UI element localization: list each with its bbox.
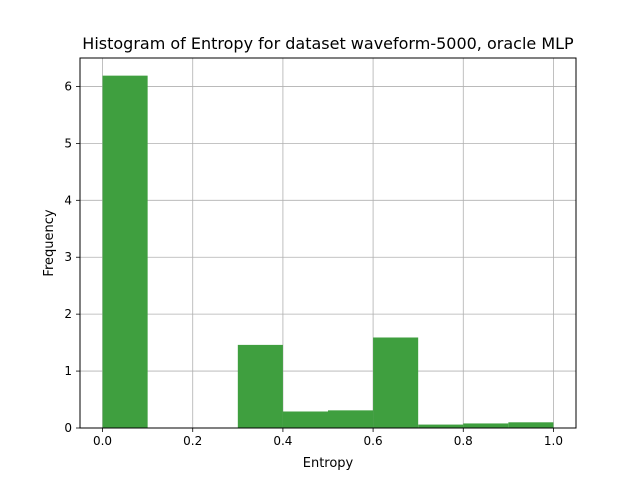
plot-frame xyxy=(79,57,577,429)
histogram-bar-6 xyxy=(373,337,419,428)
histogram-bar-0 xyxy=(102,75,148,429)
y-axis-ticks: 0 1 2 3 4 5 6 xyxy=(64,79,80,435)
histogram-bar-9 xyxy=(508,422,554,428)
y-tick-label-0: 0 xyxy=(64,421,72,435)
x-tick-label-2: 0.4 xyxy=(273,434,292,448)
chart-title: Histogram of Entropy for dataset wavefor… xyxy=(82,34,574,53)
x-tick-label-5: 1.0 xyxy=(544,434,563,448)
y-tick-label-1: 1 xyxy=(64,364,72,378)
y-axis-label: Frequency xyxy=(42,209,57,276)
x-axis-ticks: 0.0 0.2 0.4 0.6 0.8 1.0 xyxy=(93,428,563,448)
y-tick-label-2: 2 xyxy=(64,307,72,321)
histogram-bar-8 xyxy=(463,423,509,428)
histogram-bar-5 xyxy=(328,410,374,428)
histogram-bars xyxy=(102,75,554,429)
y-tick-label-6: 6 xyxy=(64,79,72,93)
x-tick-label-0: 0.0 xyxy=(93,434,112,448)
y-tick-label-5: 5 xyxy=(64,136,72,150)
grid-lines xyxy=(80,58,576,429)
x-tick-label-1: 0.2 xyxy=(183,434,202,448)
y-tick-label-4: 4 xyxy=(64,193,72,207)
histogram-bar-7 xyxy=(418,424,464,428)
y-tick-label-3: 3 xyxy=(64,250,72,264)
x-axis-label: Entropy xyxy=(303,456,354,471)
x-tick-label-4: 0.8 xyxy=(454,434,473,448)
histogram-bar-3 xyxy=(237,344,283,428)
x-tick-label-3: 0.6 xyxy=(364,434,383,448)
histogram-bar-4 xyxy=(282,411,328,428)
